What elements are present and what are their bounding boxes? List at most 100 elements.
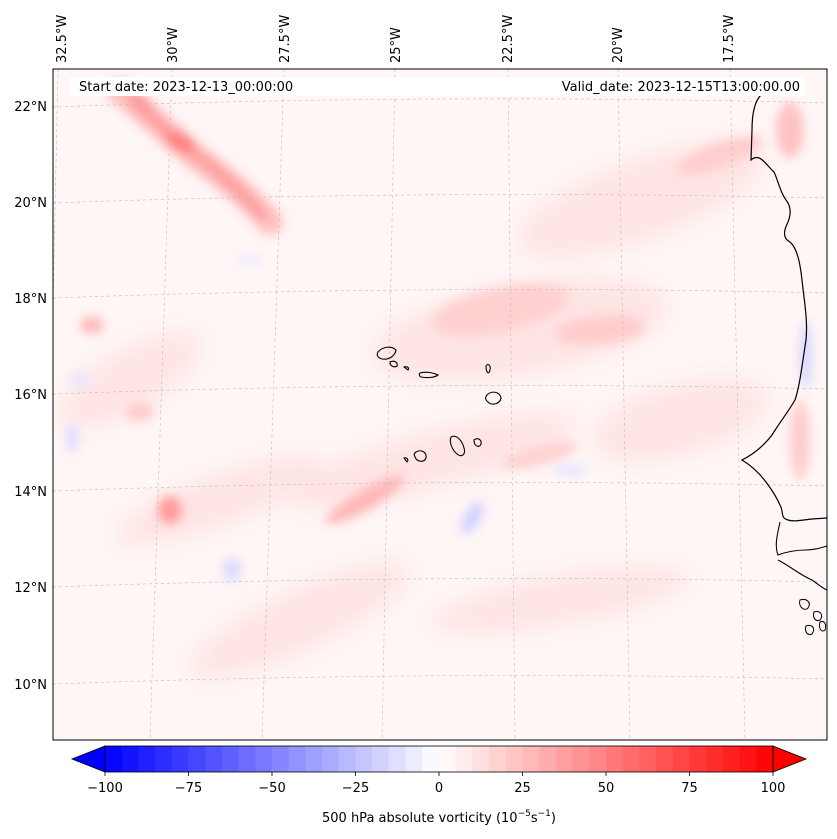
colorbar-cell [606,746,624,772]
lon-label-32-5w: 32.5°W [55,15,70,63]
sal-island [485,364,491,374]
vorticity-patch [372,278,668,382]
negative-vorticity-patch [800,321,812,389]
vorticity-band-south [325,475,405,525]
colorbar-cell [622,746,640,772]
vorticity-patch-center [431,284,569,336]
parallel-10n [53,675,827,685]
santiago-island [449,435,466,457]
lat-label-12n: 12°N [14,581,47,596]
colorbar-tick-label: −100 [87,781,123,796]
lat-label-22n: 22°N [14,100,47,115]
vorticity-patch-ne2 [776,102,804,158]
boa-vista-island [485,391,502,405]
negative-vorticity-patch [66,424,78,452]
vorticity-field [53,69,827,740]
map-panel: Start date: 2023-12-13_00:00:00 Valid_da… [52,68,828,741]
fogo-island [413,450,427,462]
colorbar-cell [539,746,557,772]
colorbar-cell [188,746,206,772]
colorbar-cell [572,746,590,772]
vorticity-max-sw [158,496,182,524]
meridian-30w [149,69,173,740]
negative-vorticity-patch [552,464,588,476]
colorbar-ticks: −100 −75 −50 −25 0 25 50 75 100 [87,772,785,796]
colorbar-cell [405,746,423,772]
lon-label-27-5w: 27.5°W [278,15,293,63]
colorbar-cell [138,746,156,772]
lon-label-22-5w: 22.5°W [501,15,516,63]
parallel-14n [53,482,827,492]
colorbar-cell [388,746,406,772]
colorbar-cell [305,746,323,772]
colorbar-max-extend-arrow [772,745,808,773]
negative-vorticity-patch [238,254,262,266]
meridian-17-5w [729,69,746,740]
colorbar-cell [439,746,457,772]
colorbar-cell [338,746,356,772]
maio-island [473,438,482,447]
negative-vorticity-features [66,254,812,582]
colorbar-cell [706,746,724,772]
lon-label-20w: 20°W [611,27,626,63]
vorticity-patch [284,412,576,508]
colorbar-tick-label: 50 [598,781,615,796]
sao-vicente-island [389,360,398,368]
colorbar-label: 500 hPa absolute vorticity (10−5s−1) [322,809,556,826]
negative-vorticity-patch [222,558,242,582]
vorticity-patch-se [501,440,579,470]
vorticity-patch-coast [790,400,810,480]
lat-label-14n: 14°N [14,485,47,500]
colorbar-tick-label: 25 [514,781,531,796]
bijagos-islands [799,599,827,635]
colorbar-label-prefix: 500 hPa absolute vorticity (10 [322,811,518,826]
colorbar-cell [672,746,690,772]
start-date-label: Start date: 2023-12-13_00:00:00 [79,80,293,95]
cape-verde-islands [376,346,502,463]
colorbar-cell [756,746,774,772]
colorbar-cell [372,746,390,772]
latitude-labels: 22°N 20°N 18°N 16°N 14°N 12°N 10°N [14,100,47,693]
vorticity-patch-west [80,316,104,334]
gambia-casamance-coast [775,521,827,556]
colorbar-cell [656,746,674,772]
vorticity-max-nw [165,130,195,154]
colorbar-tick-label: 0 [435,781,443,796]
colorbar-cell [689,746,707,772]
colorbar-cell [722,746,740,772]
negative-vorticity-patch [460,501,484,535]
date-banner [70,77,805,96]
santo-antao-island [376,346,397,360]
lat-label-20n: 20°N [14,196,47,211]
parallel-18n [53,289,827,299]
lat-label-18n: 18°N [14,292,47,307]
negative-vorticity-patch [70,372,90,388]
colorbar-cell [221,746,239,772]
vorticity-max-nw-top [127,92,153,112]
meridian-27-5w [261,69,285,740]
vorticity-patch [59,332,201,428]
colorbar-cell [489,746,507,772]
vorticity-patch [190,562,410,678]
vorticity-band-nw-core [129,96,268,221]
vorticity-strong-features [80,79,810,525]
colorbar-tick-label: −75 [175,781,202,796]
colorbar-min-extend-arrow [70,745,106,773]
guinea-bissau-coast [777,559,827,591]
lon-label-17-5w: 17.5°W [722,15,737,63]
sao-nicolau-island [418,371,440,379]
lon-label-25w: 25°W [389,27,404,63]
lat-label-16n: 16°N [14,388,47,403]
colorbar-cell [272,746,290,772]
vorticity-patch [592,378,768,462]
colorbar-cell [505,746,523,772]
colorbar-cell [121,746,139,772]
colorbar-cell [639,746,657,772]
colorbar-cell [205,746,223,772]
colorbar-cell [255,746,273,772]
colorbar-tick-label: 100 [761,781,786,796]
colorbar-label-suffix: ) [551,811,556,826]
parallel-16n [53,385,827,395]
colorbar-cell [155,746,173,772]
